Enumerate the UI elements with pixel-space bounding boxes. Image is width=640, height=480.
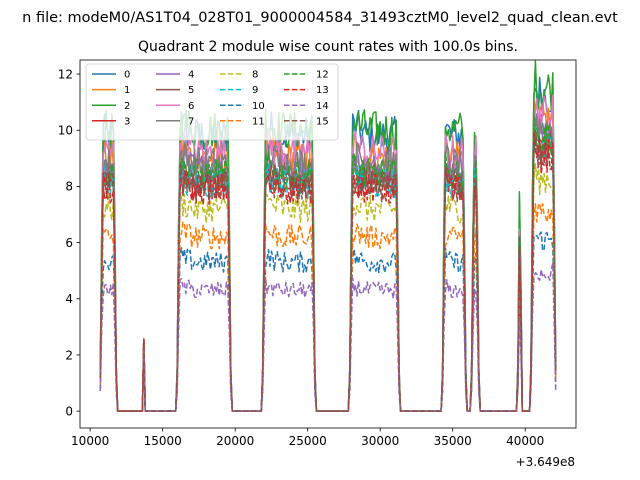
x-tick-label: 10000 [71,434,109,448]
legend-label-12: 12 [316,70,329,81]
legend-label-13: 13 [316,85,329,96]
legend-label-8: 8 [252,70,258,81]
legend-label-6: 6 [188,101,194,112]
x-tick-label: 35000 [434,434,472,448]
legend-label-2: 2 [124,101,130,112]
x-tick-label: 30000 [361,434,399,448]
legend-label-4: 4 [188,70,194,81]
legend-label-15: 15 [316,116,329,127]
y-tick-label: 12 [58,67,73,81]
legend-label-0: 0 [124,70,130,81]
legend-label-10: 10 [252,101,265,112]
legend-label-3: 3 [124,116,130,127]
legend-box [85,63,339,141]
legend-label-7: 7 [188,116,194,127]
series-line-15 [99,129,557,412]
legend-label-1: 1 [124,85,130,96]
series-line-14 [99,262,557,412]
chart-title: Quadrant 2 module wise count rates with … [138,39,518,55]
legend-label-9: 9 [252,85,258,96]
axes-frame [79,59,577,429]
x-tick-label: 40000 [506,434,544,448]
x-tick-label: 25000 [289,434,327,448]
y-tick-label: 6 [65,236,73,250]
legend-label-14: 14 [316,101,329,112]
figure-suptitle: n file: modeM0/AS1T04_028T01_9000004584_… [22,10,618,26]
y-tick-label: 2 [65,348,73,362]
x-tick-label: 15000 [144,434,182,448]
y-tick-label: 0 [65,404,73,418]
y-tick-label: 4 [65,292,73,306]
legend-label-11: 11 [252,116,265,127]
y-tick-label: 10 [58,124,73,138]
legend-label-5: 5 [188,85,194,96]
series-layer [99,60,557,412]
y-tick-label: 8 [65,180,73,194]
axes-layer: 10000 15000 20000 25000 30000 35000 40000 0 2 4 6 8… [58,59,577,448]
x-tick-label: 20000 [216,434,254,448]
x-offset-label: +3.649e8 [516,455,575,469]
